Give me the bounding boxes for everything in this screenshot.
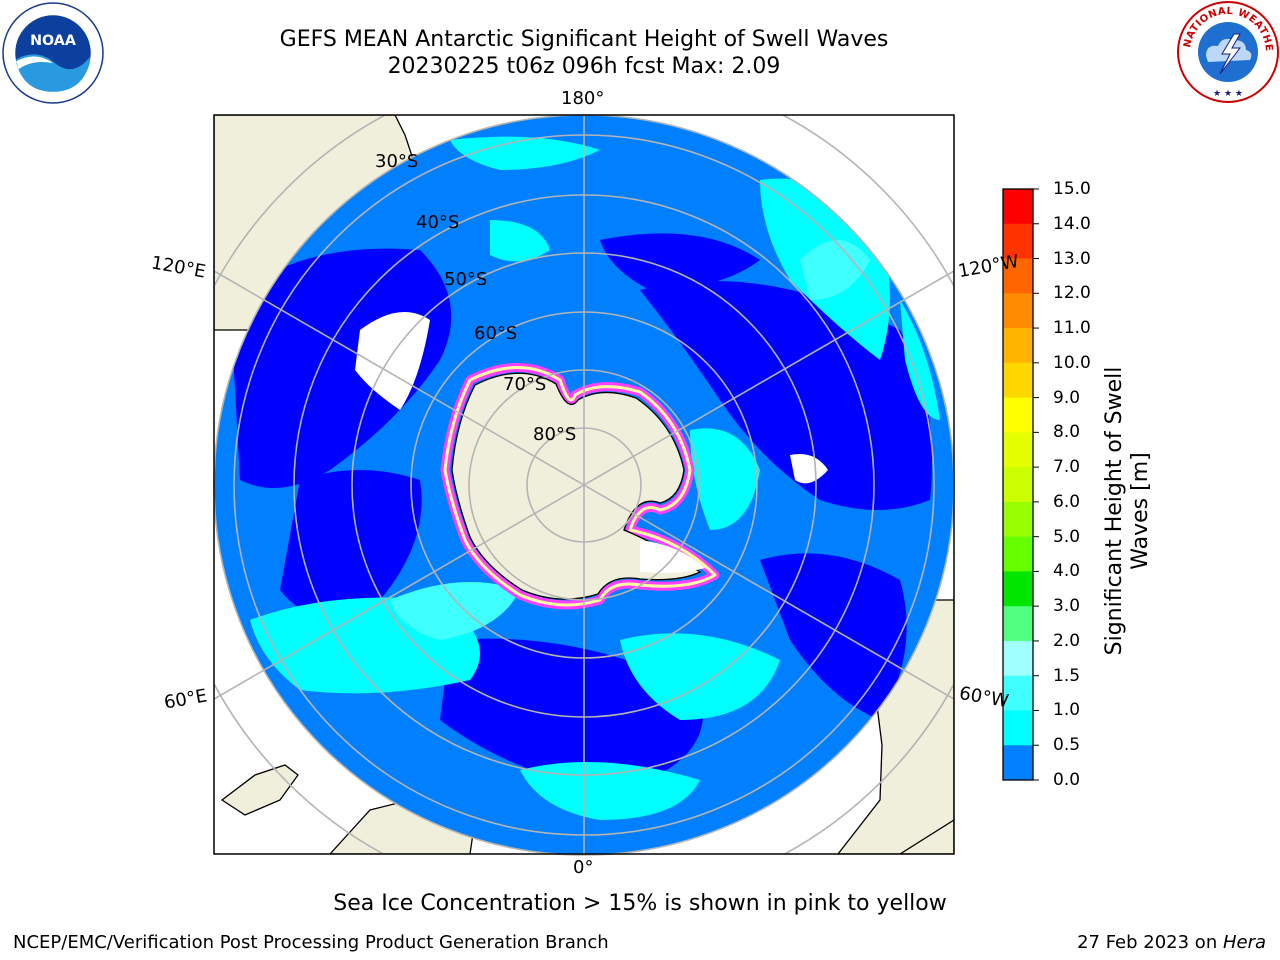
colorbar-segment [1003,675,1033,711]
colorbar-tick-label: 10.0 [1053,352,1091,373]
lat-label-80s: 80°S [533,424,577,445]
colorbar-segment [1003,293,1033,329]
noaa-logo-text: NOAA [30,33,76,49]
date-prefix: 27 Feb 2023 on [1077,932,1223,953]
lat-label-30s: 30°S [375,151,419,172]
colorbar-segment [1003,189,1033,225]
colorbar-segment [1003,362,1033,399]
colorbar-tick-label: 12.0 [1053,283,1091,304]
graticule [214,115,954,854]
colorbar-segment [1003,432,1033,468]
colorbar-segment [1003,258,1033,294]
colorbar-tick-label: 7.0 [1053,457,1081,478]
colorbar-tick-label: 1.5 [1053,665,1081,686]
colorbar-segment [1003,745,1033,781]
colorbar [1002,188,1039,781]
colorbar-tick-label: 6.0 [1053,491,1081,512]
colorbar-label: Significant Height of Swell Waves [m] [1102,341,1154,681]
colorbar-frame [1002,188,1034,781]
colorbar-tick-label: 9.0 [1053,387,1081,408]
land-madagascar [220,764,299,816]
colorbar-tick-label: 8.0 [1053,422,1081,443]
colorbar-tick-label: 3.0 [1053,596,1081,617]
colorbar-tick-label: 0.0 [1053,770,1081,790]
colorbar-segment [1003,710,1033,746]
sea-ice-note: Sea Ice Concentration > 15% is shown in … [333,891,947,916]
colorbar-segment [1003,606,1033,642]
date-host: Hera [1222,932,1266,953]
map-title: GEFS MEAN Antarctic Significant Height o… [279,27,889,52]
colorbar-tick-label: 15.0 [1053,179,1091,199]
nws-logo: NATIONAL WEATHER SERVICE ★ ★ ★ [1176,0,1279,103]
colorbar-tick-label: 11.0 [1053,318,1091,339]
svg-text:★ ★ ★: ★ ★ ★ [1213,89,1243,99]
colorbar-segment [1003,501,1033,538]
map-frame [213,114,955,855]
map-subtitle: 20230225 t06z 096h fcst Max: 2.09 [387,54,781,79]
colorbar-segment [1003,467,1033,503]
lon-label-0: 0° [573,857,594,878]
colorbar-tick-label: 5.0 [1053,526,1081,547]
credit-text: NCEP/EMC/Verification Post Processing Pr… [13,932,609,953]
date-text: 27 Feb 2023 on Hera [1077,932,1266,953]
colorbar-segment [1003,223,1033,260]
colorbar-tick-label: 4.0 [1053,561,1081,582]
lat-label-70s: 70°S [503,374,547,395]
colorbar-segment [1003,328,1033,364]
colorbar-tick-label: 0.5 [1053,735,1081,756]
colorbar-segment [1003,571,1033,607]
lat-label-40s: 40°S [416,212,460,233]
lon-label-180: 180° [561,88,605,109]
colorbar-tick-label: 2.0 [1053,630,1081,651]
colorbar-tick-label: 1.0 [1053,700,1081,721]
antarctica [440,363,720,610]
colorbar-segment [1003,536,1033,572]
colorbar-label-line2: Waves [m] [1128,452,1153,570]
colorbar-tick-label: 13.0 [1053,248,1091,269]
lat-label-50s: 50°S [444,269,488,290]
colorbar-tick-label: 14.0 [1053,213,1091,234]
colorbar-segment [1003,640,1033,677]
noaa-logo: NOAA [2,2,104,104]
colorbar-label-line1: Significant Height of Swell [1102,366,1127,656]
lat-label-60s: 60°S [474,323,518,344]
colorbar-segment [1003,397,1033,433]
